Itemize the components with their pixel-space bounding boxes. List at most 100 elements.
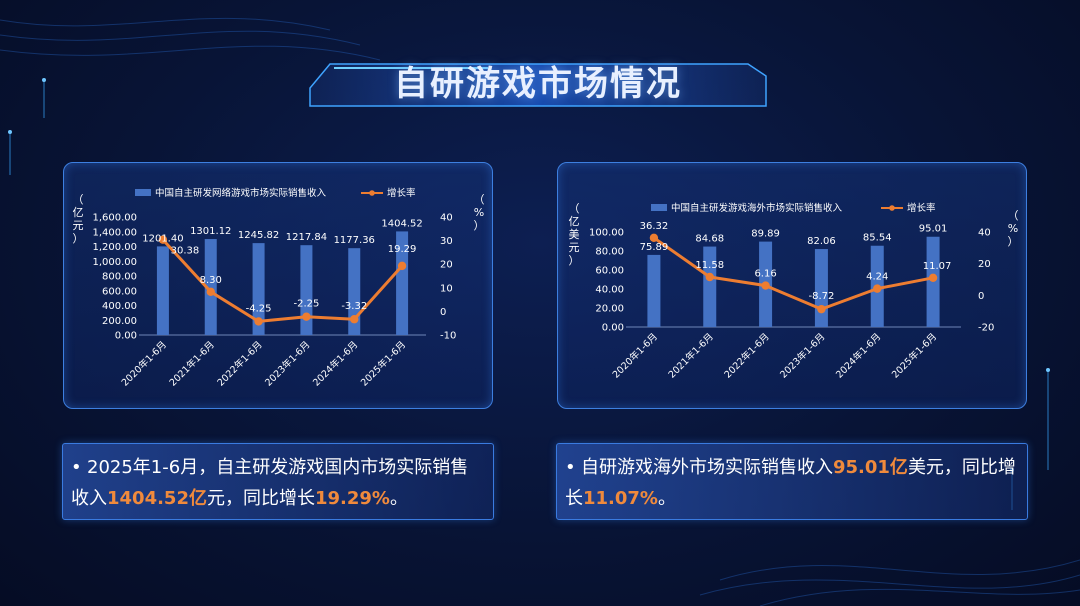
growth-rate-value-label: 36.32 (640, 221, 669, 232)
highlight-value: 11.07% (583, 488, 658, 509)
legend: 中国自主研发网络游戏市场实际销售收入 增长率 (135, 187, 416, 199)
category-label: 2022年1-6月 (215, 339, 265, 389)
bar-value-label: 89.89 (751, 229, 780, 240)
bar (396, 231, 409, 335)
summary-text-segment: 2025年1-6月，自主研发游戏国内市场实际销售收入 (71, 457, 469, 509)
legend-line-marker (889, 205, 895, 211)
category-label: 2025年1-6月 (889, 331, 939, 381)
right-axis-tick-label: -20 (978, 323, 994, 334)
bar-value-label: 1404.52 (381, 218, 422, 229)
highlight-value: 19.29% (314, 488, 390, 509)
right-axis-title-char: （ (474, 193, 485, 206)
category-label: 2024年1-6月 (833, 331, 883, 381)
legend-line-label: 增长率 (907, 202, 936, 214)
bar-value-label: 82.06 (807, 236, 836, 247)
domestic-chart-panel: 中国自主研发网络游戏市场实际销售收入 增长率（亿元）（%） 1,600.00 1,40… (63, 162, 493, 409)
title-banner: 自研游戏市场情况 (308, 48, 768, 108)
right-axis-title-char: （ (1008, 209, 1019, 222)
left-axis-tick-label: 400.00 (102, 301, 137, 312)
left-axis-title-char: 元 (569, 241, 580, 254)
growth-rate-value-label: 11.58 (695, 260, 724, 271)
highlight-value: 95.01亿 (833, 457, 908, 478)
left-axis-tick-label: 40.00 (595, 285, 624, 296)
left-axis-title-char: ） (569, 254, 580, 267)
left-axis-tick-label: 80.00 (595, 247, 624, 258)
category-label: 2021年1-6月 (666, 331, 716, 381)
bar (703, 246, 717, 327)
summary-text-segment: 。 (389, 488, 408, 509)
category-label: 2021年1-6月 (167, 339, 217, 389)
category-label: 2023年1-6月 (778, 331, 828, 381)
title-frame (309, 63, 767, 107)
left-axis-tick-label: 1,400.00 (92, 227, 137, 238)
growth-rate-point (761, 281, 770, 290)
growth-rate-value-label: -4.25 (246, 303, 272, 314)
left-axis-title-char: 亿 (569, 215, 580, 228)
category-label: 2020年1-6月 (119, 339, 169, 389)
right-axis-tick-label: 20 (440, 260, 453, 271)
growth-rate-line (653, 236, 934, 311)
left-axis-tick-label: 100.00 (589, 228, 624, 239)
left-axis-title-char: ） (73, 232, 84, 245)
right-axis-tick-label: 0 (440, 307, 446, 318)
growth-rate-value-label: 19.29 (388, 244, 417, 255)
bar (647, 254, 661, 327)
right-axis-tick-label: 40 (440, 213, 453, 224)
left-axis-tick-label: 800.00 (102, 272, 137, 283)
bar-value-label: 1301.12 (190, 226, 231, 237)
right-axis-tick-label: 30 (440, 236, 453, 247)
left-axis-title-char: 亿 (73, 206, 84, 219)
legend-bar-label: 中国自主研发网络游戏市场实际销售收入 (155, 187, 327, 199)
legend-bar-swatch (135, 189, 151, 196)
left-axis-tick-label: 20.00 (595, 304, 624, 315)
growth-rate-value-label: 30.38 (171, 246, 200, 257)
category-label: 2022年1-6月 (722, 331, 772, 381)
growth-rate-value-label: 8.30 (200, 275, 222, 286)
summary-text-segment: 自研游戏海外市场实际销售收入 (581, 457, 833, 478)
growth-rate-point (350, 315, 359, 324)
bar (156, 246, 169, 335)
bar-value-label: 85.54 (863, 233, 892, 244)
legend-bar-swatch (651, 204, 667, 211)
category-label: 2023年1-6月 (263, 339, 313, 389)
right-axis-tick-label: 0 (978, 291, 984, 302)
growth-rate-line (161, 238, 404, 323)
left-axis-tick-label: 60.00 (595, 266, 624, 277)
legend: 中国自主研发游戏海外市场实际销售收入 增长率 (651, 202, 936, 214)
right-axis-tick-label: -10 (440, 331, 456, 342)
page-title: 自研游戏市场情况 (394, 64, 682, 104)
right-axis-tick-label: 10 (440, 283, 453, 294)
bar-value-label: 95.01 (919, 224, 948, 235)
growth-rate-point (928, 273, 938, 283)
right-axis-title-char: % (474, 206, 484, 219)
bar (252, 243, 265, 335)
overseas-chart-panel: 中国自主研发游戏海外市场实际销售收入 增长率（亿美元）（%） 100.00 80.00… (557, 162, 1027, 409)
bar-value-label: 1177.36 (334, 235, 375, 246)
category-label: 2025年1-6月 (358, 339, 408, 389)
legend-line-marker (369, 190, 375, 196)
bullet-marker: • (565, 457, 576, 478)
left-axis-title-char: （ (73, 193, 84, 206)
growth-rate-value-label: 4.24 (866, 272, 888, 283)
right-axis-title-char: ） (1008, 235, 1019, 248)
left-axis-title-char: （ (569, 202, 580, 215)
left-axis-tick-label: 1,600.00 (92, 213, 137, 224)
domestic-revenue-chart: 中国自主研发网络游戏市场实际销售收入 增长率（亿元）（%）1,600.001,40… (73, 187, 485, 389)
bar-value-label: 1201.40 (142, 233, 183, 244)
legend-line-label: 增长率 (387, 187, 416, 199)
growth-rate-value-label: 11.07 (923, 261, 952, 272)
growth-rate-point (649, 233, 659, 243)
highlight-value: 1404.52亿 (107, 488, 207, 509)
growth-rate-point (206, 287, 215, 297)
growth-rate-point (873, 284, 882, 293)
legend-bar-label: 中国自主研发游戏海外市场实际销售收入 (671, 202, 843, 214)
left-axis-tick-label: 1,200.00 (92, 242, 137, 253)
left-axis-tick-label: 600.00 (102, 286, 137, 297)
growth-rate-value-label: 6.16 (754, 269, 776, 280)
overseas-summary-text: • 自研游戏海外市场实际销售收入95.01亿美元，同比增长11.07%。 (565, 452, 1017, 514)
bar (348, 248, 361, 335)
growth-rate-point (397, 261, 407, 271)
summary-text-segment: 。 (657, 488, 676, 509)
left-axis-title-char: 美 (569, 228, 580, 241)
